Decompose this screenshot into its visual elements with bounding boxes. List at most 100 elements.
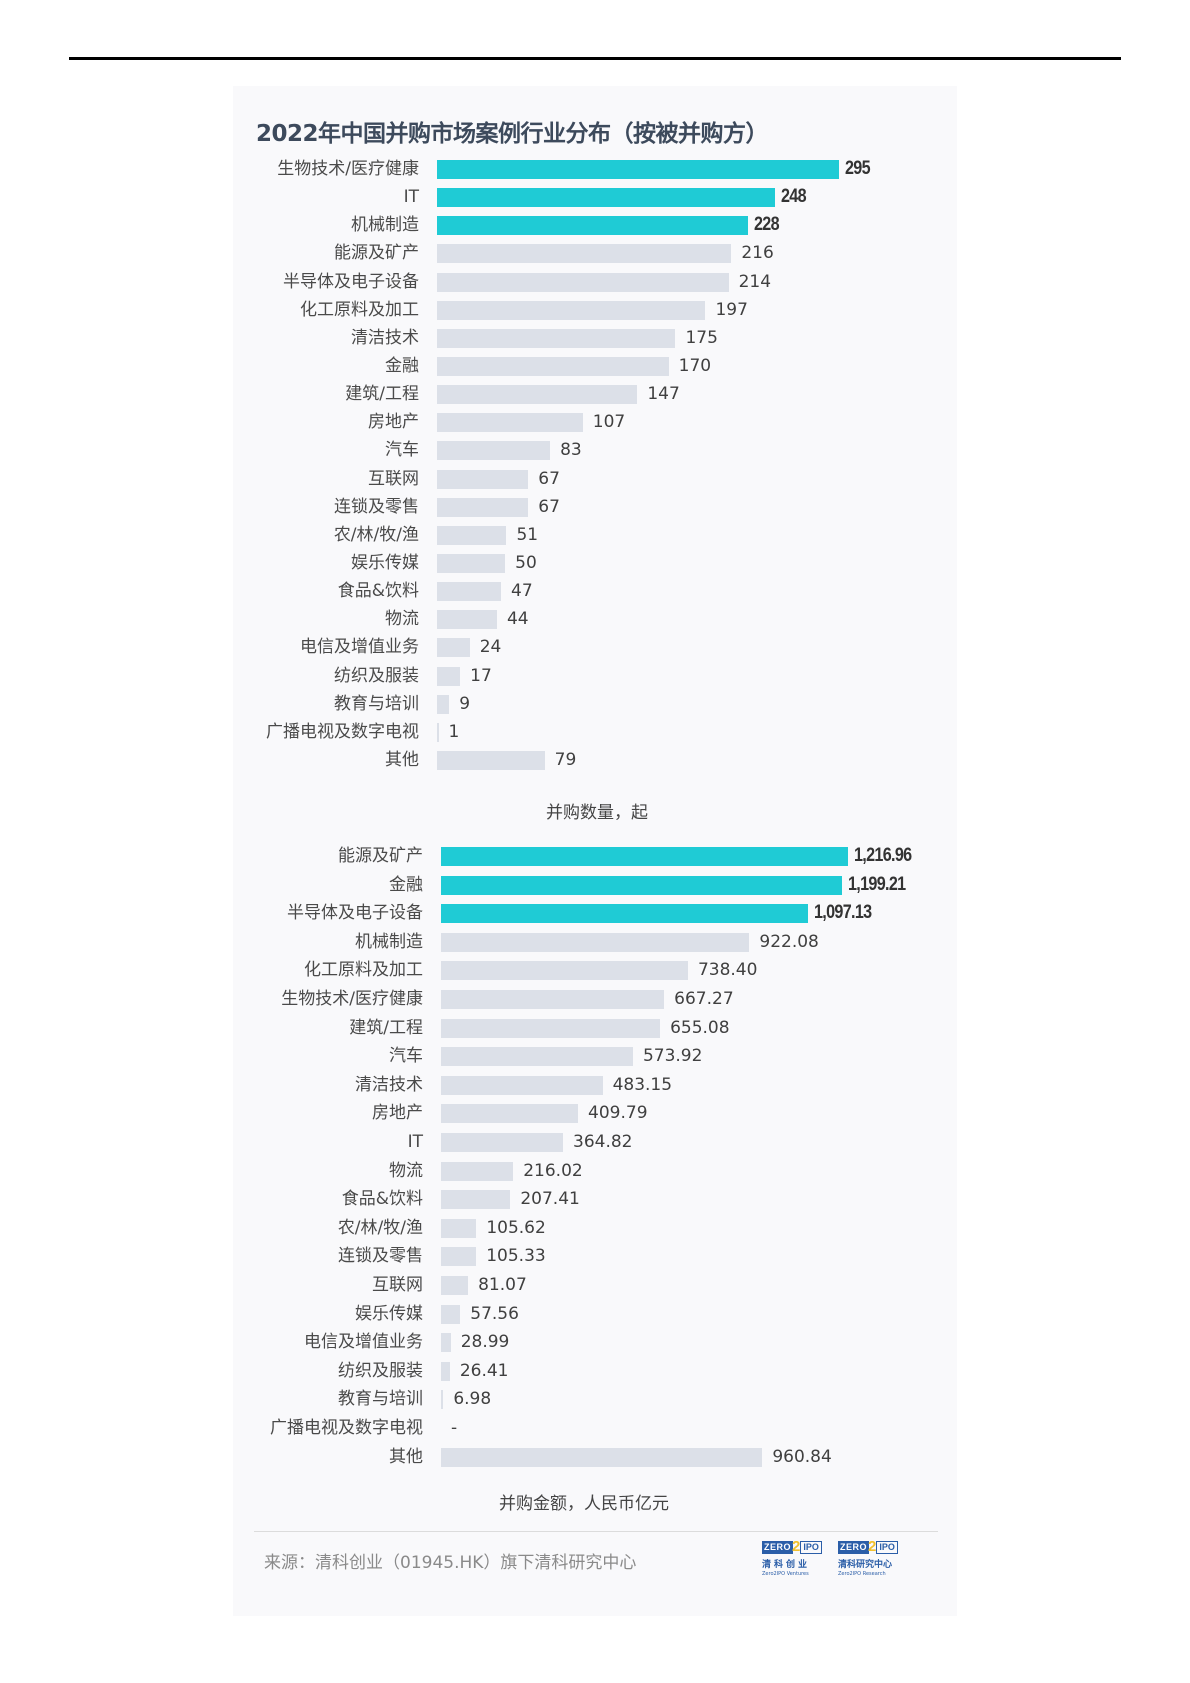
deal-count-axis-title: 并购数量，起 [546,803,648,823]
data-bar [437,722,439,742]
category-label: 清洁技术 [351,327,419,348]
value-label: 573.92 [642,1046,703,1067]
bar-row: IT 364.82 [233,1132,957,1152]
logo-two-glyph: 2 [792,1538,801,1555]
bar-row: 连锁及零售 105.33 [233,1246,957,1267]
deal-amount-chart: 能源及矿产 1,216.96 金融 1,199.21 半导体及电子设备 1,097.13 机… [233,845,957,1467]
value-label: 17 [470,665,492,686]
logo-en-text: Zero2IPO Research [838,1571,886,1577]
bar-row: 教育与培训 9 [233,693,957,714]
bar-row: 半导体及电子设备 1,097.13 [233,902,957,924]
value-label: 9 [459,693,471,714]
data-bar [437,300,706,320]
data-bar [437,638,470,658]
bar-row: 娱乐传媒 50 [233,552,957,573]
category-label: 娱乐传媒 [355,1303,423,1324]
data-bar [441,847,848,866]
logo-cn-text: 清科研究中心 [838,1560,893,1570]
data-bar [437,413,583,433]
data-bar [441,1247,477,1267]
data-bar [437,328,676,348]
bar-row: 机械制造 228 [233,214,957,236]
data-bar [437,188,775,208]
value-label: 738.40 [697,960,758,981]
value-label: 50 [515,552,537,573]
category-label: 房地产 [368,412,419,433]
value-label: 28.99 [460,1332,510,1353]
data-bar [437,497,529,517]
bar-row: 连锁及零售 67 [233,497,957,517]
value-label: 57.56 [470,1303,519,1324]
category-label: 半导体及电子设备 [283,271,419,292]
data-bar [437,356,669,376]
bar-row: 电信及增值业务 24 [233,637,957,658]
data-bar [441,961,688,981]
bar-row: 建筑/工程 655.08 [233,1018,957,1038]
bar-row: 互联网 81.07 [233,1275,957,1295]
category-label: 机械制造 [351,215,419,236]
bar-row: 金融 1,199.21 [233,873,957,895]
chart-title: 2022年中国并购市场案例行业分布（按被并购方） [256,121,769,147]
deal-count-chart: 生物技术/医疗健康 295 IT 248 机械制造 228 能源及矿产 216 半导体及电子设备… [233,158,957,780]
bar-row: 广播电视及数字电视 - [233,1418,957,1438]
value-label: 216 [741,243,774,264]
category-label: 半导体及电子设备 [287,903,423,924]
category-label: 互联网 [372,1275,423,1295]
bar-row: 娱乐传媒 57.56 [233,1303,957,1324]
category-label: 其他 [389,1446,423,1467]
bar-row: 化工原料及加工 738.40 [233,960,957,981]
data-bar [437,553,506,573]
footer-divider [254,1531,938,1532]
bar-row: 半导体及电子设备 214 [233,271,957,292]
category-label: 生物技术/医疗健康 [281,989,423,1009]
page-top-rule [69,57,1121,60]
value-label: 960.84 [772,1446,832,1467]
bar-row: 纺织及服装 17 [233,665,957,686]
category-label: 食品&饮料 [337,581,419,602]
value-label: 47 [511,581,533,602]
data-bar [437,244,732,264]
bar-row: 能源及矿产 216 [233,243,957,264]
bar-row: 化工原料及加工 197 [233,300,957,320]
logo-ipo-text: IPO [800,1541,822,1554]
value-label: 667.27 [674,989,734,1009]
data-bar [437,216,748,236]
value-label: 1,199.21 [848,873,906,895]
bar-row: 其他 960.84 [233,1446,957,1467]
logo-cn-text: 清科创业 [762,1560,811,1570]
data-bar [437,666,461,686]
bar-row: 广播电视及数字电视 1 [233,722,957,742]
bar-row: 电信及增值业务 28.99 [233,1332,957,1353]
value-label: 228 [753,214,780,236]
category-label: 机械制造 [355,931,423,952]
bar-row: 生物技术/医疗健康 667.27 [233,989,957,1009]
category-label: 金融 [385,355,419,376]
bar-row: 房地产 107 [233,412,957,433]
data-bar [441,1133,563,1152]
data-bar [441,1018,661,1038]
value-label: 107 [592,412,626,433]
data-bar [437,272,729,292]
category-label: 其他 [385,749,419,770]
value-label: 51 [516,524,539,545]
category-label: 房地产 [372,1103,423,1124]
logo-zero-text: ZERO [762,1541,794,1554]
category-label: 能源及矿产 [338,846,423,866]
category-label: 金融 [389,874,423,895]
value-label: 295 [845,158,871,179]
data-bar [441,904,808,924]
category-label: 广播电视及数字电视 [270,1418,423,1438]
logo-zero-text: ZERO [838,1541,870,1554]
category-label: 纺织及服装 [338,1360,423,1381]
data-bar [437,160,839,179]
data-bar [441,875,843,895]
deal-amount-axis-title: 并购金额，人民币亿元 [499,1494,669,1514]
bar-row: 生物技术/医疗健康 295 [233,158,957,179]
value-label: 24 [479,637,502,658]
bar-row: 教育与培训 6.98 [233,1389,957,1410]
category-label: 教育与培训 [334,693,419,714]
data-bar [437,385,638,405]
zero2ipo-ventures-logo: ZERO 2 IPO 清科创业 Zero2IPO Ventures [762,1538,826,1579]
bar-row: 食品&饮料 207.41 [233,1189,957,1210]
logo-two-glyph: 2 [868,1538,877,1555]
